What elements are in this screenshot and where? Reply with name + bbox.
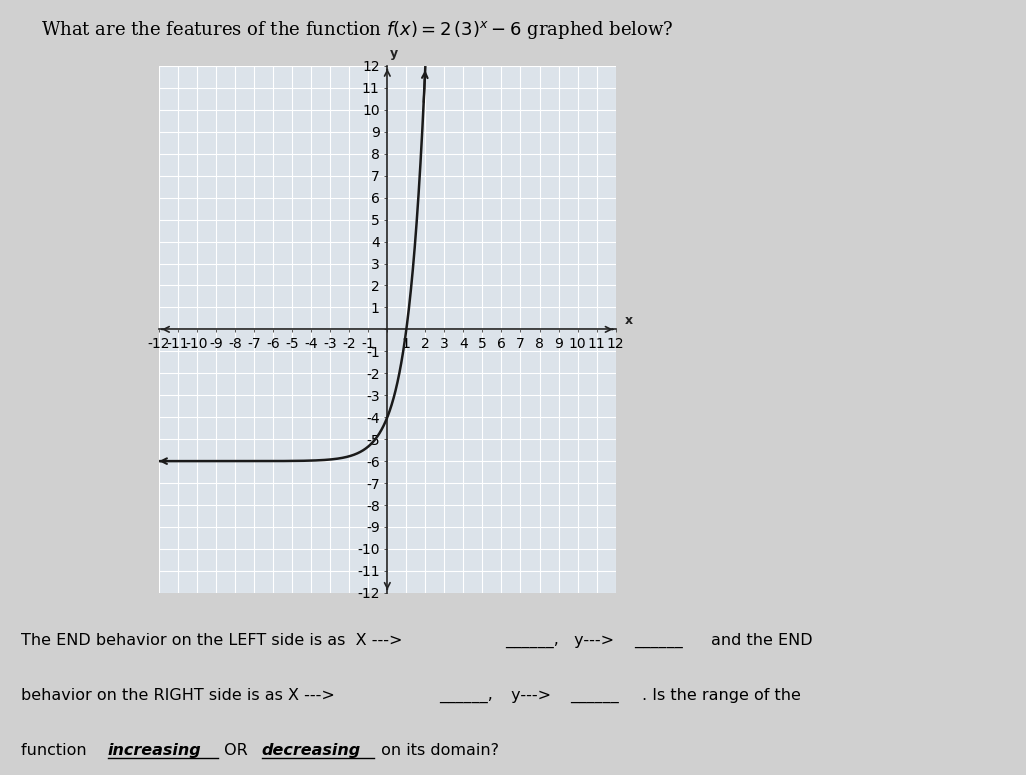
Text: x: x (625, 314, 633, 327)
Text: The END behavior on the LEFT side is as  X --->: The END behavior on the LEFT side is as … (21, 633, 402, 649)
Text: . Is the range of the: . Is the range of the (642, 688, 801, 704)
Text: ______: ______ (570, 688, 620, 704)
Text: increasing: increasing (108, 743, 201, 759)
Text: ______: ______ (634, 633, 683, 649)
Text: function: function (21, 743, 91, 759)
Text: OR: OR (219, 743, 252, 759)
Text: on its domain?: on its domain? (376, 743, 499, 759)
Text: y--->: y---> (569, 633, 615, 649)
Text: What are the features of the function $f(x) = 2\,(3)^x - 6$ graphed below?: What are the features of the function $f… (41, 19, 673, 41)
Text: behavior on the RIGHT side is as X --->: behavior on the RIGHT side is as X ---> (21, 688, 334, 704)
Text: y--->: y---> (506, 688, 551, 704)
Text: y: y (390, 47, 398, 60)
Text: ______,: ______, (439, 688, 494, 704)
Text: decreasing: decreasing (262, 743, 361, 759)
Text: and the END: and the END (711, 633, 813, 649)
Text: ______,: ______, (505, 633, 559, 649)
